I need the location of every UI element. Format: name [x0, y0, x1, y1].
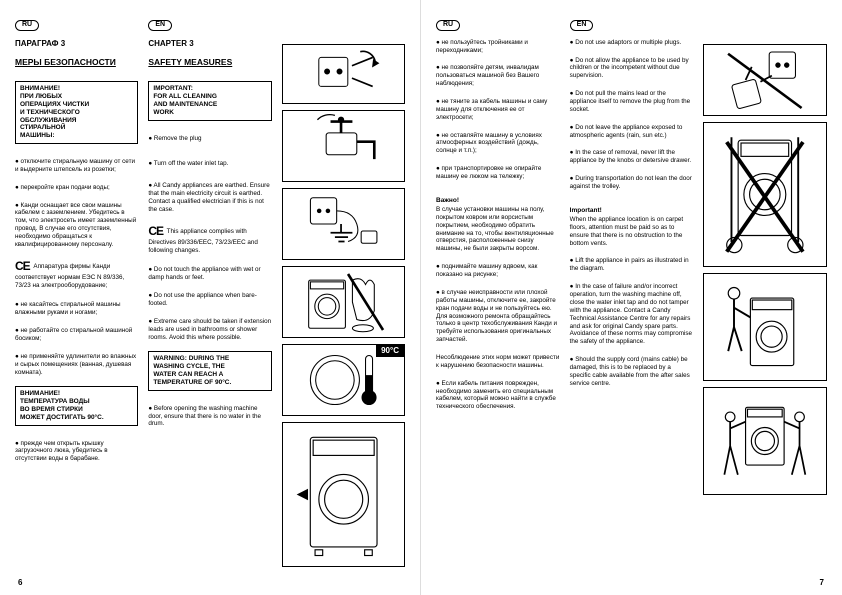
columns-p6: RU ПАРАГРАФ 3 МЕРЫ БЕЗОПАСНОСТИ ВНИМАНИЕ…	[15, 20, 405, 570]
b-ru-3: ● Канди оснащает все свои машины кабелем…	[15, 202, 138, 249]
warn-box-ru-1: ВНИМАНИЕ! ПРИ ЛЮБЫХ ОПЕРАЦИЯХ ЧИСТКИ И Т…	[15, 81, 138, 144]
illus-lift-pair-icon	[703, 387, 827, 495]
illus-trolley-icon	[703, 122, 827, 267]
r-ru-8: Несоблюдение этих норм может привести к …	[436, 354, 560, 370]
r-en-6: ● During transportation do not lean the …	[570, 175, 694, 191]
warn-box-en-1: IMPORTANT: FOR ALL CLEANING AND MAINTENA…	[148, 81, 271, 120]
b-en-1: ● Remove the plug	[148, 135, 271, 143]
r-en-1: ● Do not use adaptors or multiple plugs.	[570, 39, 694, 47]
r-ru-9: ● Если кабель питания поврежден, необход…	[436, 380, 560, 411]
heading-ru: МЕРЫ БЕЗОПАСНОСТИ	[15, 57, 138, 68]
pagenum-6: 6	[18, 578, 22, 587]
r-en-2: ● Do not allow the appliance to be used …	[570, 57, 694, 81]
b-ru-6: ● не применяйте удлинители во влажных и …	[15, 353, 138, 377]
warn-box-en-2: WARNING: DURING THE WASHING CYCLE, THE W…	[148, 351, 271, 390]
r-en-4: ● Do not leave the appliance exposed to …	[570, 124, 694, 140]
illus-lift-single-icon	[703, 273, 827, 381]
b-ru-2: ● перекройте кран подачи воды;	[15, 184, 138, 192]
page-6: RU ПАРАГРАФ 3 МЕРЫ БЕЗОПАСНОСТИ ВНИМАНИЕ…	[0, 0, 421, 595]
ce-mark-icon-en: CE	[148, 224, 163, 238]
illus-adaptor-icon	[703, 44, 827, 116]
ce-text-ru: Аппаратура фирмы Канди соответствует нор…	[15, 263, 124, 289]
b-en-2: ● Turn off the water inlet tap.	[148, 160, 271, 168]
lang-badge-en: EN	[148, 20, 172, 31]
col-ru-p7: RU ● не пользуйтесь тройниками и переход…	[436, 20, 562, 570]
r-ru-4: ● не оставляйте машину в условиях атмосф…	[436, 132, 560, 156]
lang-badge-ru-p7: RU	[436, 20, 460, 31]
b-ru-1: ● отключите стиральную машину от сети и …	[15, 158, 138, 174]
r-ru-1: ● не пользуйтесь тройниками и переходник…	[436, 39, 560, 55]
r-ru-6: ● поднимайте машину вдвоем, как показано…	[436, 263, 560, 279]
col-en-p6: EN CHAPTER 3 SAFETY MEASURES IMPORTANT: …	[148, 20, 273, 570]
pagenum-7: 7	[820, 578, 824, 587]
chapter-ru: ПАРАГРАФ 3	[15, 39, 138, 49]
ce-ru: CE Аппаратура фирмы Канди соответствует …	[15, 259, 138, 290]
b-en-4: ● Do not touch the appliance with wet or…	[148, 266, 271, 282]
columns-p7: RU ● не пользуйтесь тройниками и переход…	[436, 20, 827, 570]
temp-badge: 90°C	[376, 345, 404, 357]
r-ru-7: ● в случае неисправности или плохой рабо…	[436, 289, 560, 344]
b-ru-5: ● не работайте со стиральной машиной бос…	[15, 327, 138, 343]
b-ru-7: ● прежде чем открыть крышку загрузочного…	[15, 440, 138, 464]
ce-en: CE This appliance complies with Directiv…	[148, 224, 271, 255]
col-en-p7: EN ● Do not use adaptors or multiple plu…	[570, 20, 696, 570]
ce-mark-icon: CE	[15, 259, 30, 273]
warn-box-ru-2: ВНИМАНИЕ! ТЕМПЕРАТУРА ВОДЫ ВО ВРЕМЯ СТИР…	[15, 386, 138, 425]
r-ru-imp-title: Важно!	[436, 197, 560, 205]
illus-plug-icon	[282, 44, 405, 104]
r-ru-2: ● не позволяйте детям, инвалидам пользов…	[436, 64, 560, 88]
illus-washer-door-icon	[282, 422, 405, 567]
r-en-9: ● Should the supply cord (mains cable) b…	[570, 356, 694, 387]
r-ru-3: ● не тяните за кабель машины и саму маши…	[436, 98, 560, 122]
illus-earth-icon	[282, 188, 405, 260]
b-en-5: ● Do not use the appliance when bare-foo…	[148, 292, 271, 308]
lang-badge-ru: RU	[15, 20, 39, 31]
r-en-8: ● In the case of failure and/or incorrec…	[570, 283, 694, 346]
illus-tap-icon	[282, 110, 405, 182]
page-7: RU ● не пользуйтесь тройниками и переход…	[421, 0, 842, 595]
r-en-5: ● In the case of removal, never lift the…	[570, 149, 694, 165]
b-en-6: ● Extreme care should be taken if extens…	[148, 318, 271, 342]
r-en-7: ● Lift the appliance in pairs as illustr…	[570, 257, 694, 273]
illus-wet-hand-icon	[282, 266, 405, 338]
r-ru-imp: В случае установки машины на полу, покры…	[436, 206, 560, 253]
chapter-en: CHAPTER 3	[148, 39, 271, 49]
illus-thermometer-icon: 90°C	[282, 344, 405, 416]
ce-text-en: This appliance complies with Directives …	[148, 228, 258, 254]
lang-badge-en-p7: EN	[570, 20, 594, 31]
r-en-imp-title: Important!	[570, 207, 694, 215]
col-illus-p7	[703, 20, 827, 570]
r-ru-5: ● при транспортировке не опирайте машину…	[436, 165, 560, 181]
col-ru-p6: RU ПАРАГРАФ 3 МЕРЫ БЕЗОПАСНОСТИ ВНИМАНИЕ…	[15, 20, 140, 570]
r-en-imp: When the appliance location is on carpet…	[570, 216, 694, 247]
b-en-7: ● Before opening the washing machine doo…	[148, 405, 271, 429]
heading-en: SAFETY MEASURES	[148, 57, 271, 68]
r-en-3: ● Do not pull the mains lead or the appl…	[570, 90, 694, 114]
b-ru-4: ● не касайтесь стиральной машины влажным…	[15, 301, 138, 317]
b-en-3: ● All Candy appliances are earthed. Ensu…	[148, 182, 271, 213]
col-illus-p6: 90°C	[282, 20, 405, 570]
